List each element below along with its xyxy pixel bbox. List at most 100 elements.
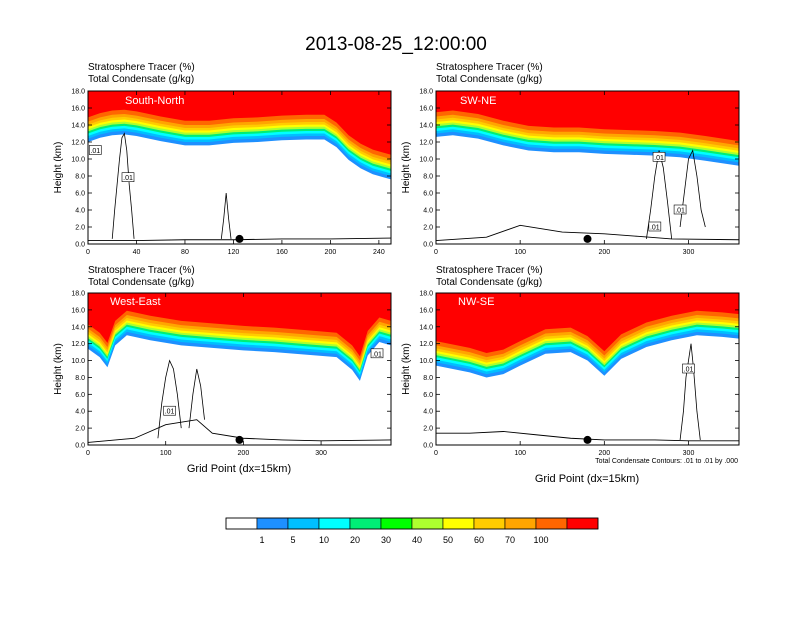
plot-frame [87,292,392,446]
contour-label: .01 [682,363,695,374]
x-axis-label: Grid Point (dx=15km) [535,473,639,485]
colorbar-swatch [318,517,351,530]
colorbar-swatch [349,517,382,530]
x-tick-label: 100 [514,249,526,256]
svg-text:.01: .01 [90,148,100,155]
x-tick-label: 0 [434,249,438,256]
panel-left-subtitle: Total Condensate (g/kg) [436,277,542,288]
x-tick-label: 200 [238,450,250,457]
y-tick-label: 8.0 [423,174,433,181]
svg-text:.01: .01 [123,175,133,182]
y-tick-label: 2.0 [423,225,433,232]
panel-left-subtitle: Total Condensate (g/kg) [436,74,542,85]
x-tick-label: 80 [181,249,189,256]
colorbar-swatch [442,517,475,530]
y-tick-label: 14.0 [71,324,85,331]
contour-label: .01 [648,221,662,232]
y-axis-label: Height (km) [401,142,412,194]
panel-left-title: Stratosphere Tracer (%) [88,265,195,276]
x-tick-label: 300 [315,450,327,457]
y-tick-label: 18.0 [71,291,85,298]
location-marker [583,234,592,243]
y-tick-label: 4.0 [75,409,85,416]
panel-left-title: Stratosphere Tracer (%) [88,62,195,73]
panel-left-title: Stratosphere Tracer (%) [436,62,543,73]
y-tick-label: 4.0 [75,208,85,215]
y-tick-label: 16.0 [71,106,85,113]
colorbar-swatch [256,517,289,530]
colorbar-swatch [473,517,506,530]
panel-label: NW-SE [458,296,494,308]
y-tick-label: 10.0 [71,157,85,164]
y-tick-label: 2.0 [423,426,433,433]
x-tick-label: 240 [373,249,385,256]
colorbar-frame [225,517,599,530]
contour-label: .01 [163,405,176,416]
y-tick-label: 0.0 [423,443,433,450]
x-tick-label: 300 [683,450,695,457]
panel-south-north: .01 .01 0.0 2.0 4.0 6.0 8.0 10.0 12.0 14.0 16.0 18.… [53,62,392,256]
y-tick-label: 0.0 [75,443,85,450]
y-tick-label: 16.0 [419,106,433,113]
x-tick-label: 200 [598,450,610,457]
colorbar-swatch [380,517,413,530]
panel-sw-ne: .01 .01 .01 0.0 2.0 4.0 6.0 8.0 10.0 12.0 14.0 16.0… [401,62,740,256]
y-axis-label: Height (km) [401,343,412,395]
plot-frame [435,90,740,245]
condensate-contour [679,149,706,228]
contour-label: .01 [88,145,102,155]
x-tick-label: 100 [160,450,172,457]
terrain-line [436,431,739,442]
x-tick-label: 40 [133,249,141,256]
svg-text:.01: .01 [165,409,175,416]
y-tick-label: 6.0 [423,191,433,198]
plot-area: .01 .01 0.0 2.0 4.0 6.0 8.0 10.0 12.0 14.0 16.0 18.… [53,89,392,256]
y-tick-label: 8.0 [75,375,85,382]
y-tick-label: 2.0 [75,225,85,232]
panel-label: SW-NE [460,95,496,107]
location-marker [235,234,244,243]
y-tick-label: 12.0 [419,341,433,348]
y-tick-label: 6.0 [75,191,85,198]
panel-label: West-East [110,296,161,308]
colorbar-label: 100 [533,535,548,545]
y-tick-label: 14.0 [419,324,433,331]
colorbar-label: 60 [474,535,484,545]
colorbar-label: 70 [505,535,515,545]
y-tick-label: 0.0 [75,242,85,249]
colorbar-swatch [225,517,258,530]
panel-label: South-North [125,95,184,107]
contour-label: .01 [121,172,135,182]
y-tick-label: 12.0 [71,140,85,147]
x-tick-label: 0 [86,249,90,256]
colorbar-label: 50 [443,535,453,545]
tracer-band-10 [436,293,739,353]
y-tick-label: 0.0 [423,242,433,249]
condensate-contour [111,132,135,239]
condensate-contour [220,192,232,239]
colorbar-swatch [287,517,320,530]
location-marker [235,435,244,444]
condensate-contour [679,343,701,440]
x-tick-label: 100 [514,450,526,457]
y-axis-label: Height (km) [53,343,64,395]
y-tick-label: 12.0 [419,140,433,147]
figure-title: 2013-08-25_12:00:00 [305,34,487,55]
x-tick-label: 200 [598,249,610,256]
condensate-contour [157,359,182,439]
panel-left-subtitle: Total Condensate (g/kg) [88,277,194,288]
terrain-line [87,419,392,443]
svg-text:.01: .01 [650,225,660,232]
contour-label: .01 [652,152,666,162]
condensate-contour [646,150,673,239]
y-tick-label: 16.0 [419,307,433,314]
location-marker [583,435,592,444]
colorbar: 1 5 10 20 30 40 50 60 70 100 [225,517,599,545]
y-tick-label: 18.0 [419,291,433,298]
tracer-band-10 [88,91,391,155]
y-tick-label: 6.0 [423,392,433,399]
contour-footer-note: Total Condensate Contours: .01 to .01 by… [595,458,738,465]
y-tick-label: 10.0 [71,358,85,365]
x-tick-label: 0 [86,450,90,457]
